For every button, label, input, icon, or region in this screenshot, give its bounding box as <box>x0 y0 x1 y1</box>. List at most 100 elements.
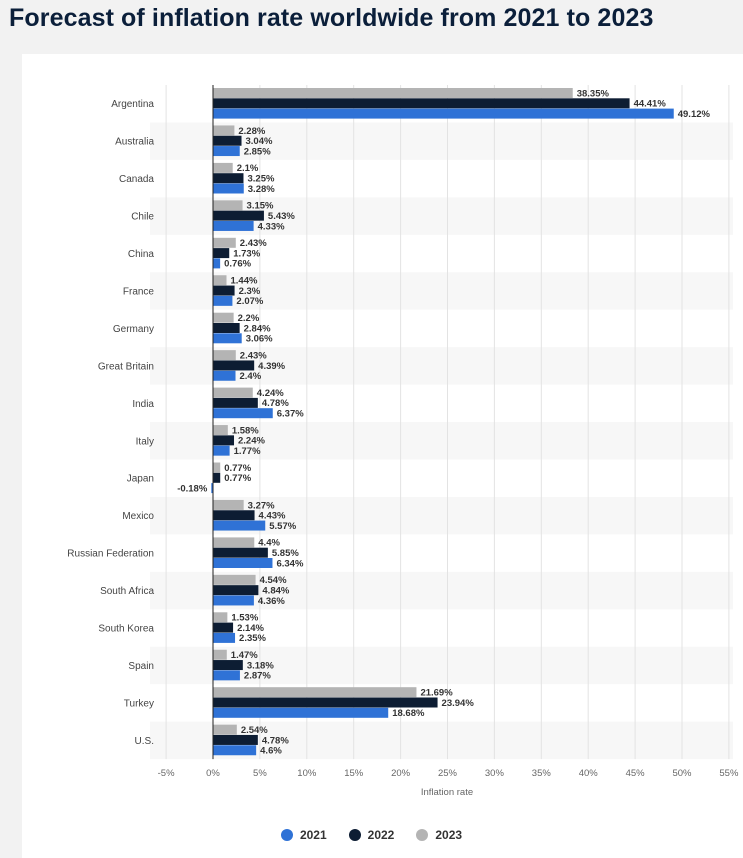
data-label: 1.73% <box>233 248 260 259</box>
bar-2022 <box>213 510 255 521</box>
bar-2023 <box>213 574 256 585</box>
bar-2021 <box>213 108 674 119</box>
data-label: 4.78% <box>262 735 289 746</box>
legend-label: 2022 <box>367 828 395 842</box>
category-label: China <box>128 249 155 260</box>
data-label: 2.84% <box>244 323 271 334</box>
bar-2022 <box>213 98 630 109</box>
legend-label: 2023 <box>435 828 463 842</box>
bar-2023 <box>213 350 236 361</box>
data-label: -0.18% <box>177 483 208 494</box>
bar-2022 <box>213 547 268 558</box>
bar-2021 <box>213 445 230 456</box>
data-label: 38.35% <box>577 88 610 99</box>
chart-legend: 2021 2022 2023 <box>0 825 743 845</box>
bar-2022 <box>213 210 264 221</box>
bar-2021 <box>213 558 273 568</box>
bar-2022 <box>213 622 234 633</box>
data-label: 3.27% <box>248 500 275 511</box>
legend-label: 2021 <box>299 828 327 842</box>
bar-2021 <box>213 632 236 643</box>
x-tick-label: -5% <box>158 768 175 779</box>
bar-2023 <box>213 275 227 286</box>
bar-2022 <box>213 360 255 371</box>
bar-2023 <box>213 537 255 548</box>
page-title: Forecast of inflation rate worldwide fro… <box>9 4 654 32</box>
data-label: 18.68% <box>392 708 425 719</box>
data-label: 4.24% <box>257 388 284 399</box>
x-tick-label: 50% <box>672 768 692 779</box>
data-label: 1.58% <box>232 425 259 436</box>
data-label: 44.41% <box>634 99 667 110</box>
data-label: 2.1% <box>237 163 259 174</box>
data-label: 4.33% <box>258 221 285 232</box>
data-label: 1.53% <box>231 613 258 624</box>
legend-item-2021[interactable]: 2021 <box>280 828 327 842</box>
bar-2022 <box>213 248 230 259</box>
category-label: India <box>132 399 154 410</box>
data-label: 49.12% <box>678 109 711 120</box>
bar-2023 <box>213 499 244 510</box>
bar-2022 <box>213 697 438 708</box>
row-band <box>150 646 733 685</box>
bar-2021 <box>213 370 236 381</box>
data-label: 2.4% <box>240 371 262 382</box>
bar-2021 <box>213 258 221 269</box>
data-label: 2.35% <box>239 633 266 644</box>
bar-2022 <box>213 435 235 446</box>
data-label: 3.15% <box>247 201 274 212</box>
bar-2023 <box>213 88 573 98</box>
row-band <box>150 422 733 460</box>
data-label: 3.06% <box>246 334 273 345</box>
bar-2021 <box>213 183 244 194</box>
x-tick-label: 35% <box>532 768 552 779</box>
legend-item-2022[interactable]: 2022 <box>348 828 395 842</box>
legend-item-2023[interactable]: 2023 <box>416 828 462 842</box>
bar-2021 <box>213 595 254 606</box>
data-label: 23.94% <box>442 698 475 709</box>
data-label: 0.76% <box>224 259 251 270</box>
bar-2021 <box>213 670 240 681</box>
data-label: 4.6% <box>260 746 282 757</box>
bar-2023 <box>213 312 234 323</box>
data-label: 1.77% <box>234 446 261 457</box>
x-tick-label: 45% <box>626 768 646 779</box>
bar-2021 <box>211 483 213 494</box>
data-label: 6.34% <box>276 558 303 569</box>
bar-2022 <box>213 323 240 333</box>
category-label: Chile <box>131 212 154 223</box>
data-label: 3.04% <box>246 136 273 147</box>
bar-2021 <box>213 220 254 231</box>
bar-2022 <box>213 660 243 671</box>
data-label: 2.87% <box>244 671 271 682</box>
data-label: 5.43% <box>268 211 295 222</box>
bar-2021 <box>213 146 240 157</box>
data-label: 2.28% <box>238 126 265 137</box>
data-label: 0.77% <box>224 463 251 474</box>
x-axis-label: Inflation rate <box>421 787 473 798</box>
bar-2022 <box>213 397 258 408</box>
data-label: 2.43% <box>240 350 267 361</box>
x-tick-label: 40% <box>579 768 599 779</box>
category-label: Japan <box>127 474 154 485</box>
category-label: South Africa <box>100 586 154 597</box>
category-label: Italy <box>136 436 154 447</box>
bar-2022 <box>213 472 221 483</box>
category-label: U.S. <box>135 736 154 747</box>
data-label: 3.18% <box>247 660 274 671</box>
category-label: Russian Federation <box>67 549 154 560</box>
data-label: 1.44% <box>231 276 258 287</box>
data-label: 2.3% <box>239 286 261 297</box>
data-label: 21.69% <box>420 688 453 699</box>
bar-2023 <box>213 612 228 623</box>
bar-2023 <box>213 462 221 473</box>
legend-marker-icon <box>416 829 429 841</box>
data-label: 2.85% <box>244 146 271 157</box>
bar-2021 <box>213 333 242 344</box>
data-label: 4.78% <box>262 398 289 409</box>
bar-2023 <box>213 724 237 735</box>
row-band <box>150 122 733 160</box>
bar-2021 <box>213 295 233 306</box>
data-label: 3.25% <box>247 174 274 185</box>
